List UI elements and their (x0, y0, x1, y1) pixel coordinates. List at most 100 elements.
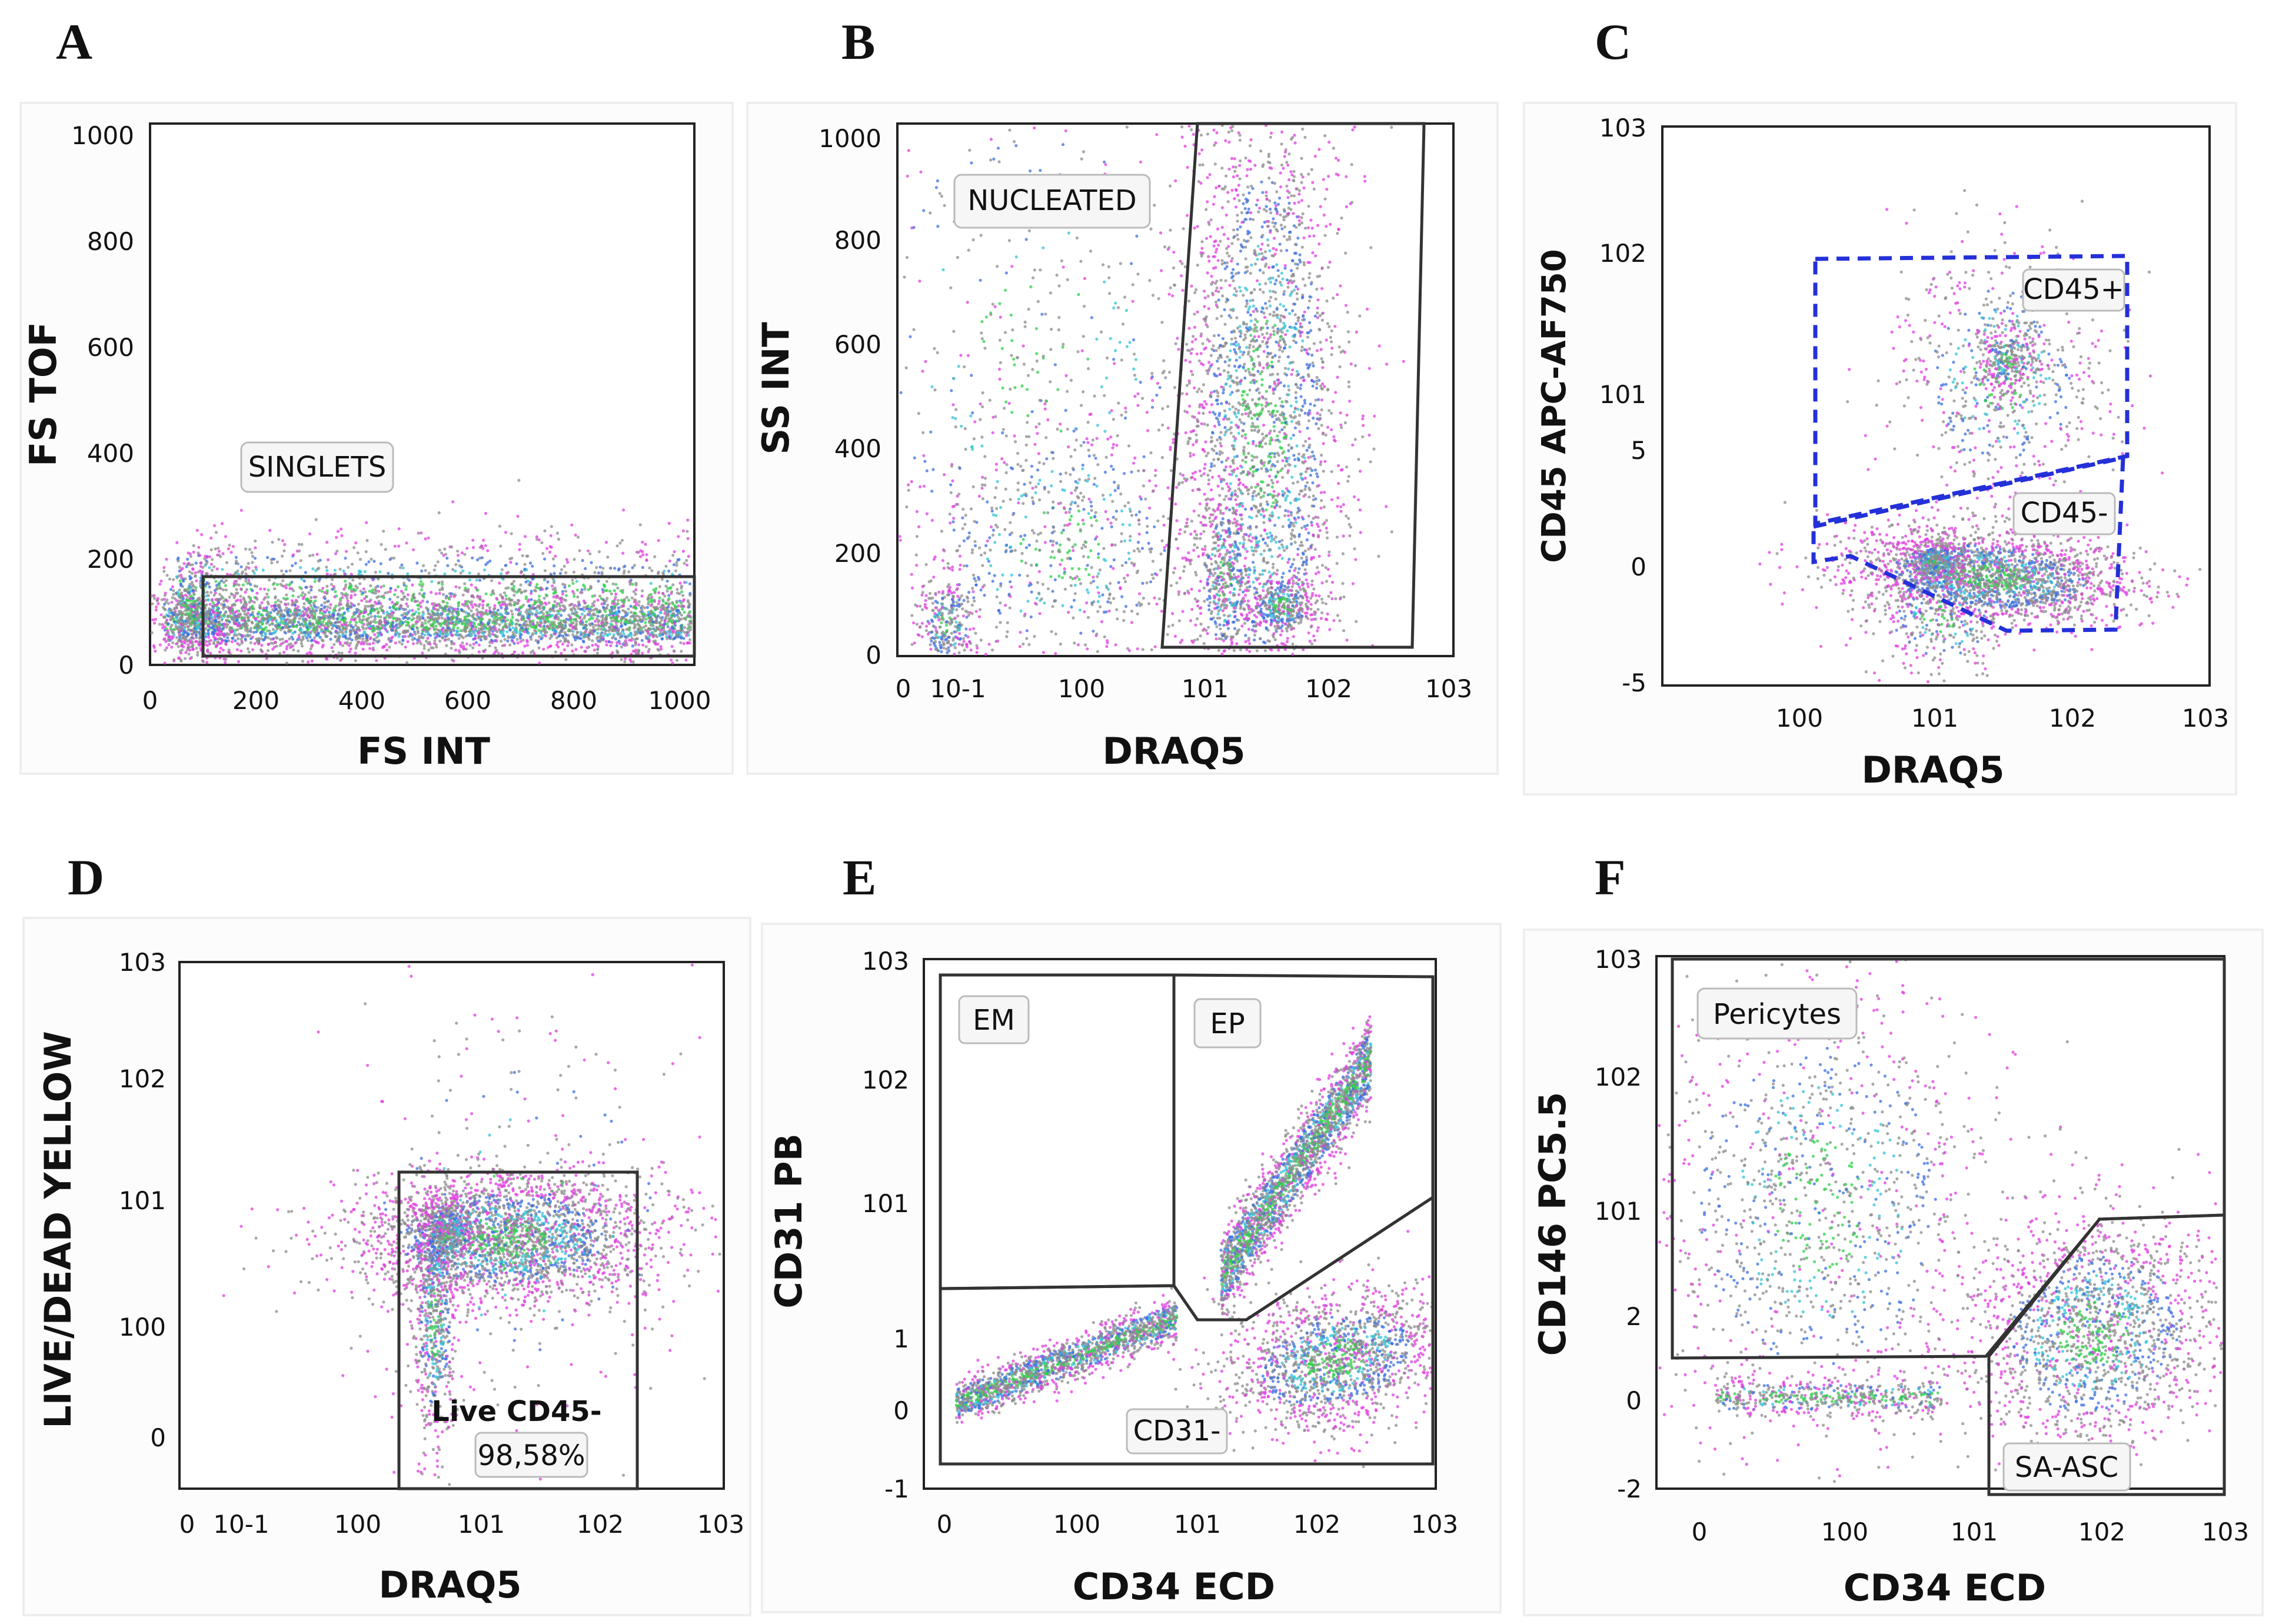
event-dot (498, 581, 501, 584)
event-dot (475, 613, 478, 616)
event-dot (375, 659, 378, 662)
event-dot (498, 623, 501, 626)
event-dot (474, 634, 477, 637)
event-dot (432, 605, 435, 608)
event-dot (596, 632, 599, 635)
event-dot (594, 620, 597, 623)
event-dot (465, 643, 468, 645)
event-dot (591, 644, 594, 647)
event-dot (658, 600, 661, 603)
event-dot (362, 587, 365, 590)
event-dot (372, 604, 375, 607)
event-dot (412, 642, 415, 645)
event-dot (659, 645, 662, 648)
event-dot (553, 595, 555, 598)
event-dot (628, 638, 631, 641)
event-dot (204, 633, 207, 635)
event-dot (500, 640, 503, 643)
event-dot (455, 634, 458, 637)
event-dot (331, 627, 334, 630)
event-dot (430, 591, 432, 594)
event-dot (505, 630, 508, 633)
event-dot (424, 619, 427, 622)
event-dot (441, 637, 444, 640)
event-dot (488, 644, 491, 647)
event-dot (493, 604, 496, 607)
event-dot (435, 593, 438, 595)
event-dot (170, 601, 173, 604)
event-dot (581, 613, 584, 615)
event-dot (167, 643, 170, 646)
event-dot (473, 643, 475, 645)
event-dot (495, 622, 498, 625)
event-dot (431, 603, 434, 605)
event-dot (379, 615, 382, 618)
event-dot (418, 592, 421, 595)
event-dot (334, 635, 337, 638)
event-dot (614, 593, 617, 595)
event-dot (544, 634, 547, 637)
event-dot (401, 639, 404, 642)
event-dot (374, 615, 377, 618)
event-dot (520, 633, 523, 636)
event-dot (683, 626, 686, 629)
event-dot (302, 597, 305, 600)
event-dot (620, 658, 623, 661)
event-dot (485, 627, 488, 630)
event-dot (280, 600, 282, 603)
event-dot (447, 638, 450, 641)
event-dot (657, 591, 660, 594)
event-dot (497, 651, 500, 654)
event-dot (349, 621, 352, 624)
event-dot (406, 598, 409, 601)
event-dot (407, 593, 410, 596)
event-dot (503, 638, 506, 641)
event-dot (646, 606, 649, 609)
event-dot (438, 603, 441, 606)
event-dot (385, 648, 388, 651)
event-dot (593, 648, 596, 651)
event-dot (458, 637, 461, 640)
event-dot (310, 647, 312, 650)
event-dot (638, 600, 641, 603)
event-dot (268, 578, 271, 581)
event-dot (596, 598, 599, 601)
event-dot (544, 601, 547, 604)
flow-cytometry-figure: A SINGLETS 0 200 400 600 800 1000 0 200 … (0, 0, 2269, 1624)
event-dot (542, 648, 545, 651)
event-dot (430, 646, 432, 649)
event-dot (592, 626, 595, 629)
event-dot (577, 600, 580, 603)
event-dot (572, 621, 575, 624)
event-dot (345, 597, 348, 600)
event-dot (292, 648, 295, 651)
event-dot (248, 651, 251, 654)
event-dot (640, 594, 643, 597)
event-dot (251, 611, 254, 614)
event-dot (433, 639, 436, 642)
event-dot (195, 647, 198, 650)
event-dot (605, 643, 608, 646)
event-dot (321, 638, 324, 641)
event-dot (394, 641, 397, 644)
event-dot (671, 645, 674, 648)
event-dot (559, 640, 562, 643)
event-dot (267, 649, 270, 652)
event-dot (511, 613, 514, 615)
event-dot (394, 634, 397, 637)
panel-a-letter: A (56, 14, 92, 70)
event-dot (370, 615, 373, 618)
event-dot (597, 628, 600, 631)
event-dot (645, 618, 648, 621)
event-dot (519, 624, 522, 627)
event-dot (634, 624, 637, 627)
event-dot (365, 600, 368, 603)
event-dot (411, 609, 414, 612)
event-dot (556, 641, 559, 644)
event-dot (566, 644, 569, 647)
event-dot (225, 643, 228, 645)
event-dot (300, 642, 303, 645)
event-dot (329, 638, 332, 641)
event-dot (362, 648, 365, 651)
event-dot (597, 635, 600, 638)
